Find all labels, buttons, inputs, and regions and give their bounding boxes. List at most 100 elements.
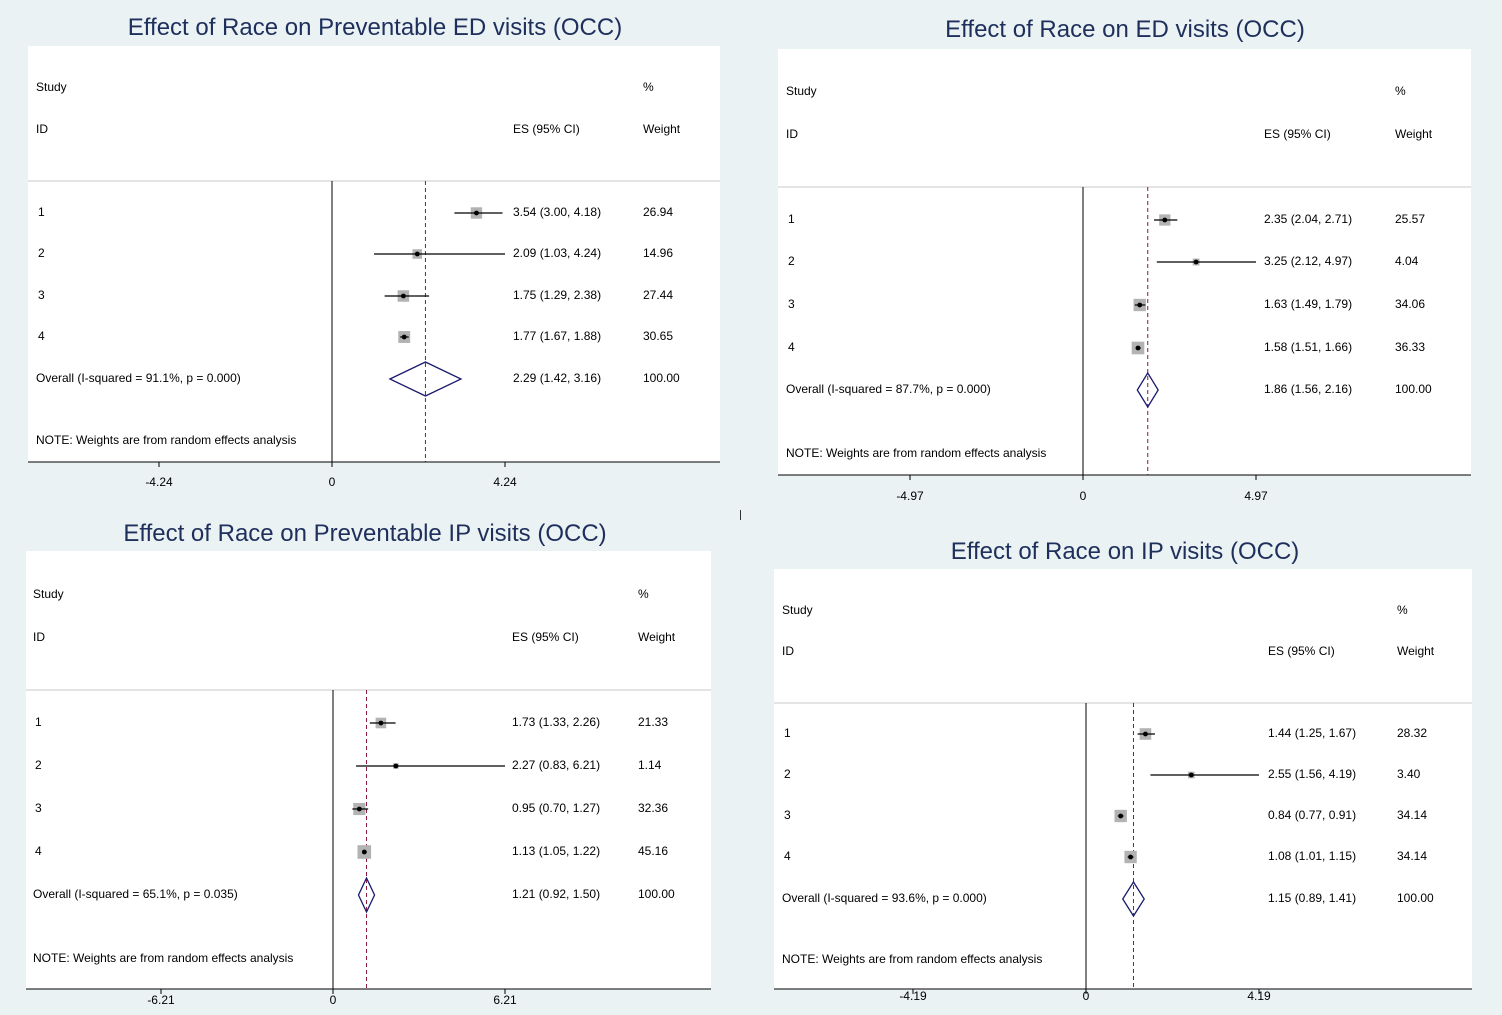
point-estimate [378, 720, 384, 726]
es-label: 3.54 (3.00, 4.18) [513, 205, 601, 219]
x-tick-label: -4.97 [896, 489, 924, 503]
weight-label: 26.94 [643, 205, 673, 219]
overall-diamond [357, 876, 376, 914]
study-id: 3 [784, 808, 791, 822]
es-label: 1.08 (1.01, 1.15) [1268, 849, 1356, 863]
x-tick-label: 4.19 [1247, 989, 1271, 1003]
forest-panel-preventable-ed: Effect of Race on Preventable ED visits … [0, 0, 740, 500]
chart-title: Effect of Race on ED visits (OCC) [945, 16, 1305, 43]
overall-weight-label: 100.00 [638, 887, 675, 901]
point-estimate [1143, 731, 1148, 737]
overall-es-label: 1.86 (1.56, 2.16) [1264, 382, 1352, 396]
study-id: 2 [35, 758, 42, 772]
chart-title: Effect of Race on Preventable IP visits … [123, 520, 607, 547]
note-text: NOTE: Weights are from random effects an… [786, 446, 1046, 460]
overall-weight-label: 100.00 [1395, 382, 1432, 396]
header-id: ID [33, 630, 45, 644]
forest-panel-ed: Effect of Race on ED visits (OCC) Study%… [740, 0, 1502, 510]
header-percent: % [1395, 84, 1406, 98]
weight-label: 27.44 [643, 288, 673, 302]
chart-title: Effect of Race on Preventable ED visits … [127, 14, 623, 41]
x-tick-label: 0 [1083, 989, 1090, 1003]
point-estimate [361, 849, 367, 855]
study-id: 2 [784, 767, 791, 781]
point-estimate [1118, 813, 1124, 819]
study-id: 3 [35, 801, 42, 815]
study-id: 4 [784, 849, 791, 863]
header-es: ES (95% CI) [1264, 127, 1331, 141]
study-id: 1 [35, 715, 42, 729]
x-tick-label: -4.19 [899, 989, 927, 1003]
weight-label: 21.33 [638, 715, 668, 729]
study-id: 4 [788, 340, 795, 354]
point-estimate [401, 334, 407, 340]
overall-es-label: 2.29 (1.42, 3.16) [513, 371, 601, 385]
es-label: 2.35 (2.04, 2.71) [1264, 212, 1352, 226]
weight-label: 14.96 [643, 246, 673, 260]
overall-diamond [388, 361, 463, 397]
weight-label: 4.04 [1395, 254, 1419, 268]
es-label: 1.75 (1.29, 2.38) [513, 288, 601, 302]
es-label: 1.13 (1.05, 1.22) [512, 844, 600, 858]
es-label: 0.84 (0.77, 0.91) [1268, 808, 1356, 822]
study-id: 3 [38, 288, 45, 302]
study-id: 2 [788, 254, 795, 268]
x-tick-label: 4.24 [493, 475, 517, 489]
study-id: 4 [35, 844, 42, 858]
weight-label: 3.40 [1397, 767, 1421, 781]
note-text: NOTE: Weights are from random effects an… [33, 951, 293, 965]
overall-label: Overall (I-squared = 65.1%, p = 0.035) [33, 887, 238, 901]
es-label: 1.44 (1.25, 1.67) [1268, 726, 1356, 740]
es-label: 0.95 (0.70, 1.27) [512, 801, 600, 815]
overall-diamond [1136, 371, 1159, 409]
x-tick-label: 0 [330, 993, 337, 1007]
forest-plot-ed: Study % ID ES (95% CI) Weight -4.97 0 4.97 1 2.35… [778, 84, 1471, 503]
forest-plot-ip: Study % ID ES (95% CI) Weight -4.19 0 4.19 1 1.44… [774, 603, 1472, 1003]
header-study: Study [33, 587, 64, 601]
study-id: 2 [38, 246, 45, 260]
x-tick-label: 0 [329, 475, 336, 489]
chart-title: Effect of Race on IP visits (OCC) [950, 538, 1300, 565]
point-estimate [1193, 259, 1199, 265]
es-label: 3.25 (2.12, 4.97) [1264, 254, 1352, 268]
x-tick-label: 4.97 [1244, 489, 1268, 503]
weight-label: 36.33 [1395, 340, 1425, 354]
header-id: ID [786, 127, 798, 141]
header-percent: % [638, 587, 649, 601]
overall-weight-label: 100.00 [643, 371, 680, 385]
header-weight: Weight [643, 122, 681, 136]
weight-label: 34.14 [1397, 849, 1427, 863]
point-estimate [474, 210, 479, 216]
header-percent: % [1397, 603, 1408, 617]
header-es: ES (95% CI) [1268, 644, 1335, 658]
point-estimate [1162, 217, 1168, 223]
es-label: 2.27 (0.83, 6.21) [512, 758, 600, 772]
header-percent: % [643, 80, 654, 94]
point-estimate [1188, 772, 1194, 778]
forest-panel-preventable-ip: Effect of Race on Preventable IP visits … [0, 510, 740, 1015]
es-label: 1.63 (1.49, 1.79) [1264, 297, 1352, 311]
point-estimate [393, 763, 399, 769]
point-estimate [356, 806, 362, 812]
weight-label: 32.36 [638, 801, 668, 815]
weight-label: 34.14 [1397, 808, 1427, 822]
weight-label: 30.65 [643, 329, 673, 343]
study-id: 4 [38, 329, 45, 343]
point-estimate [1137, 302, 1143, 308]
x-tick-label: 6.21 [493, 993, 517, 1007]
es-label: 1.58 (1.51, 1.66) [1264, 340, 1352, 354]
note-text: NOTE: Weights are from random effects an… [36, 433, 296, 447]
forest-plot-preventable-ip: Study % ID ES (95% CI) Weight -6.21 0 6.21 1 1.73… [26, 587, 711, 1007]
point-estimate [414, 251, 420, 257]
point-estimate [401, 293, 406, 299]
weight-label: 25.57 [1395, 212, 1425, 226]
x-tick-label: -6.21 [147, 993, 175, 1007]
forest-panel-ip: Effect of Race on IP visits (OCC) Study%… [740, 510, 1502, 1015]
weight-label: 1.14 [638, 758, 662, 772]
es-label: 1.77 (1.67, 1.88) [513, 329, 601, 343]
es-label: 2.09 (1.03, 4.24) [513, 246, 601, 260]
header-es: ES (95% CI) [512, 630, 579, 644]
forest-plot-preventable-ed: Study % ID ES (95% CI) Weight -4.24 0 4.24 1 3.54… [28, 80, 720, 489]
header-study: Study [782, 603, 813, 617]
weight-label: 34.06 [1395, 297, 1425, 311]
